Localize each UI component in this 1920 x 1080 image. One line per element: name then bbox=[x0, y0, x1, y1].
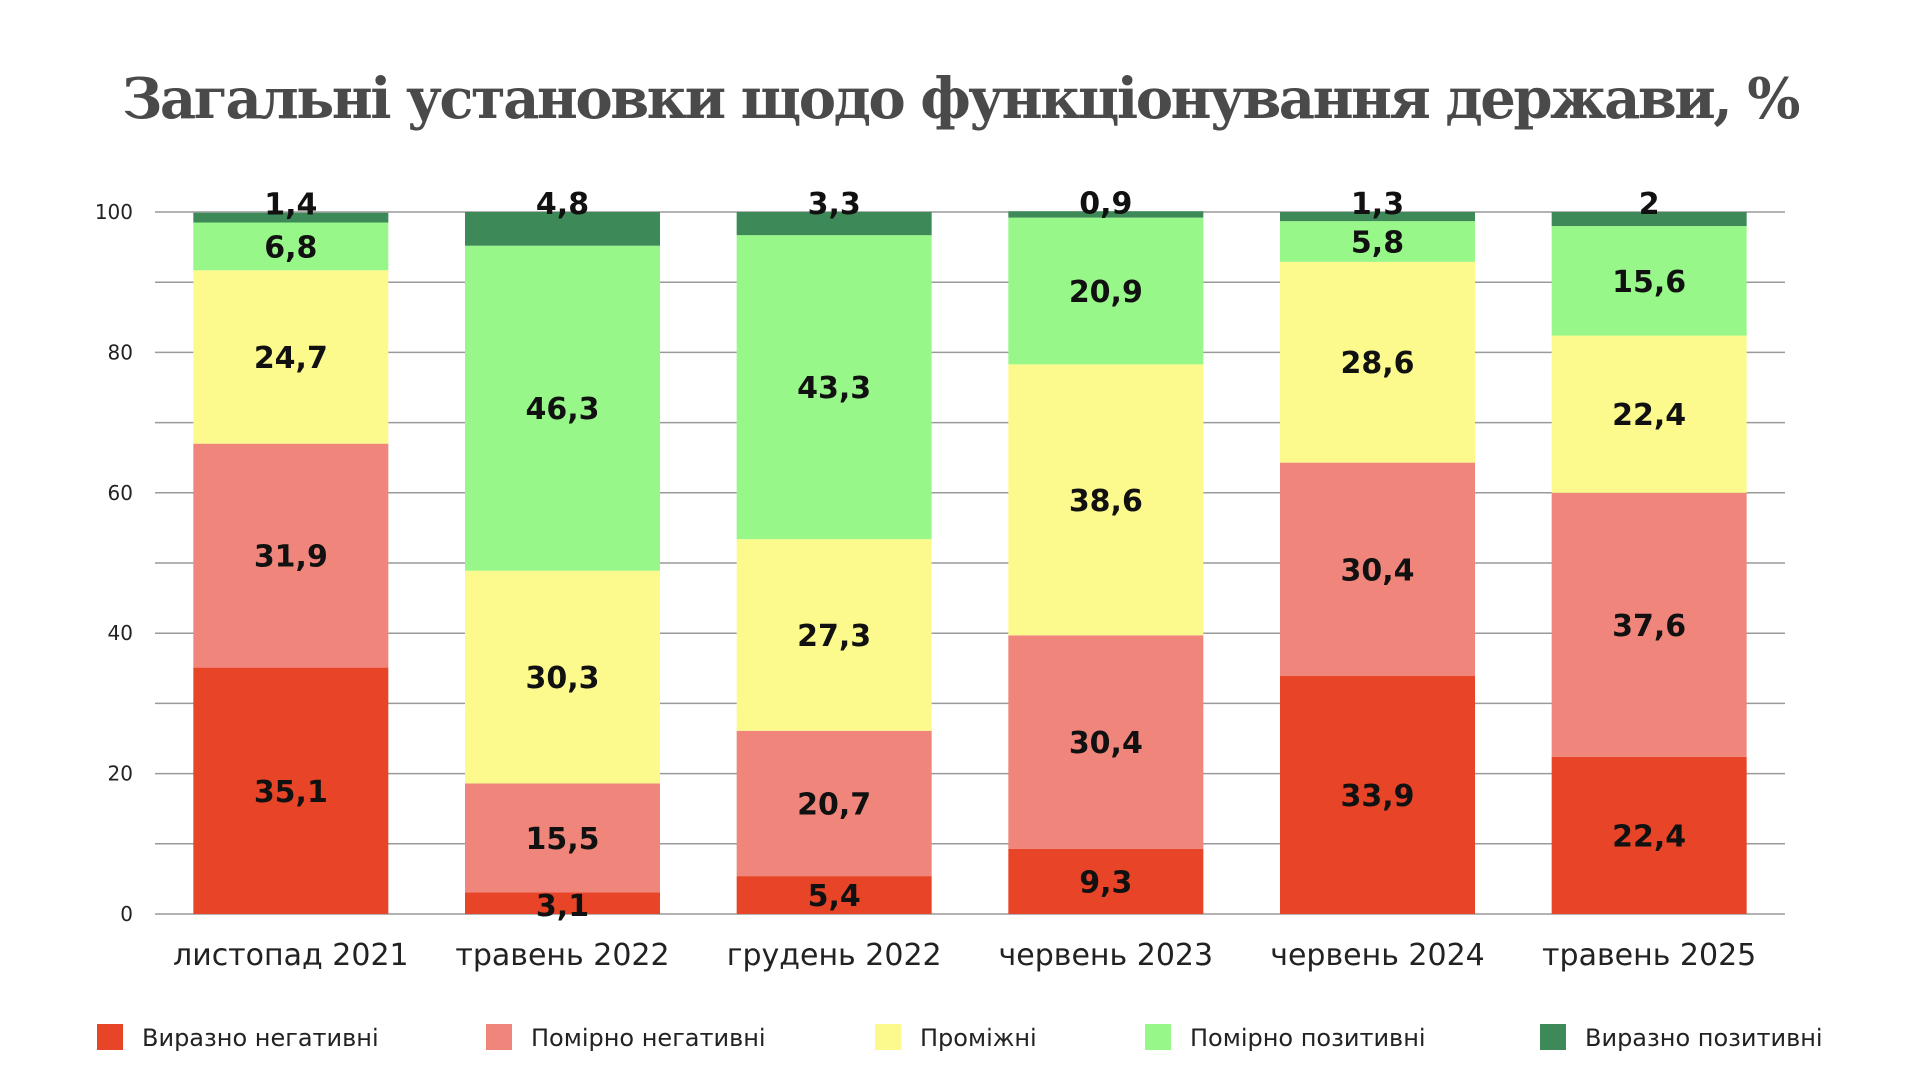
bar-segment bbox=[465, 783, 660, 893]
data-label: 15,6 bbox=[1612, 265, 1686, 300]
legend-label: Виразно позитивні bbox=[1585, 1024, 1823, 1052]
data-label: 3,1 bbox=[536, 889, 589, 924]
data-label: 1,3 bbox=[1351, 187, 1404, 222]
bar-segment bbox=[1280, 462, 1475, 677]
x-tick-label: червень 2024 bbox=[1270, 938, 1485, 973]
bar-segment bbox=[1551, 492, 1747, 757]
y-axis: 0 20 40 60 80 100 bbox=[95, 200, 133, 926]
bar-segment bbox=[193, 212, 389, 223]
bar-segment bbox=[1008, 635, 1204, 849]
bar-segment bbox=[736, 539, 932, 731]
bars: 35,1 31,9 24,7 6,8 1,4 3,1 15,5 30,3 46,3 4,8 5,4 2… bbox=[193, 186, 1747, 924]
y-tick-label: 20 bbox=[108, 762, 133, 786]
data-label: 20,9 bbox=[1069, 275, 1143, 310]
data-label: 15,5 bbox=[525, 822, 599, 857]
legend-label: Виразно негативні bbox=[142, 1024, 379, 1052]
x-tick-label: грудень 2022 bbox=[727, 938, 942, 973]
bar-segment bbox=[736, 212, 932, 236]
bar-segment bbox=[193, 667, 389, 914]
legend-swatch bbox=[1540, 1024, 1566, 1050]
data-label: 37,6 bbox=[1612, 609, 1686, 644]
data-label: 28,6 bbox=[1340, 346, 1414, 381]
bar-segment bbox=[1008, 848, 1204, 914]
bar-segment bbox=[1551, 226, 1747, 336]
legend-label: Проміжні bbox=[920, 1024, 1037, 1052]
bar-segment bbox=[736, 876, 932, 914]
bar-segment bbox=[736, 730, 932, 877]
data-label: 33,9 bbox=[1340, 779, 1414, 814]
x-tick-label: травень 2022 bbox=[455, 938, 669, 973]
grid bbox=[155, 211, 1785, 915]
y-tick-label: 80 bbox=[108, 340, 133, 364]
bar-segment bbox=[193, 222, 389, 271]
bar-segment bbox=[1008, 364, 1204, 636]
y-tick-label: 60 bbox=[108, 481, 133, 505]
data-label: 1,4 bbox=[264, 188, 317, 223]
bar-segment bbox=[1008, 211, 1204, 218]
data-label: 4,8 bbox=[536, 187, 589, 222]
legend-swatch bbox=[97, 1024, 123, 1050]
x-tick-label: листопад 2021 bbox=[173, 938, 409, 973]
data-label: 46,3 bbox=[525, 392, 599, 427]
data-label: 30,4 bbox=[1340, 553, 1414, 588]
data-label: 35,1 bbox=[254, 775, 328, 810]
bar-segment bbox=[1280, 261, 1475, 463]
data-label: 38,6 bbox=[1069, 484, 1143, 519]
bar-segment bbox=[1551, 335, 1747, 493]
data-label: 27,3 bbox=[797, 619, 871, 654]
legend-label: Помірно позитивні bbox=[1190, 1024, 1426, 1052]
bar-segment bbox=[1280, 676, 1475, 914]
data-label: 31,9 bbox=[254, 540, 328, 575]
data-label: 22,4 bbox=[1612, 398, 1686, 433]
bar-segment bbox=[465, 892, 660, 914]
y-tick-label: 40 bbox=[108, 621, 133, 645]
data-label: 9,3 bbox=[1079, 865, 1132, 900]
bar-segment bbox=[1280, 212, 1475, 222]
y-tick-label: 100 bbox=[95, 200, 133, 224]
legend: Виразно негативні Помірно негативні Проміж… bbox=[97, 1024, 1823, 1052]
data-label: 43,3 bbox=[797, 371, 871, 406]
data-label: 30,3 bbox=[525, 661, 599, 696]
bar-segment bbox=[193, 270, 389, 444]
bar-segment bbox=[1280, 221, 1475, 262]
bar-segment bbox=[465, 245, 660, 571]
data-label: 0,9 bbox=[1079, 186, 1132, 221]
x-tick-label: травень 2025 bbox=[1542, 938, 1756, 973]
legend-swatch bbox=[875, 1024, 901, 1050]
data-label: 3,3 bbox=[808, 187, 861, 222]
legend-label: Помірно негативні bbox=[531, 1024, 766, 1052]
data-label: 6,8 bbox=[264, 230, 317, 265]
data-label: 2 bbox=[1639, 187, 1660, 222]
x-tick-label: червень 2023 bbox=[999, 938, 1214, 973]
bar-segment bbox=[193, 443, 389, 668]
data-label: 22,4 bbox=[1612, 819, 1686, 854]
bar-segment bbox=[1008, 217, 1204, 365]
y-tick-label: 0 bbox=[120, 902, 133, 926]
legend-swatch bbox=[486, 1024, 512, 1050]
x-axis: листопад 2021 травень 2022 грудень 2022 чер… bbox=[173, 938, 1756, 973]
data-label: 5,8 bbox=[1351, 225, 1404, 260]
data-label: 24,7 bbox=[254, 341, 328, 376]
data-label: 5,4 bbox=[808, 879, 861, 914]
data-label: 30,4 bbox=[1069, 726, 1143, 761]
legend-swatch bbox=[1145, 1024, 1171, 1050]
bar-segment bbox=[465, 570, 660, 784]
bar-segment bbox=[736, 235, 932, 540]
chart-title: Загальні установки щодо функціонування д… bbox=[122, 66, 1799, 132]
bar-segment bbox=[465, 212, 660, 246]
bar-segment bbox=[1551, 212, 1747, 227]
bar-segment bbox=[1551, 756, 1747, 914]
data-label: 20,7 bbox=[797, 787, 871, 822]
